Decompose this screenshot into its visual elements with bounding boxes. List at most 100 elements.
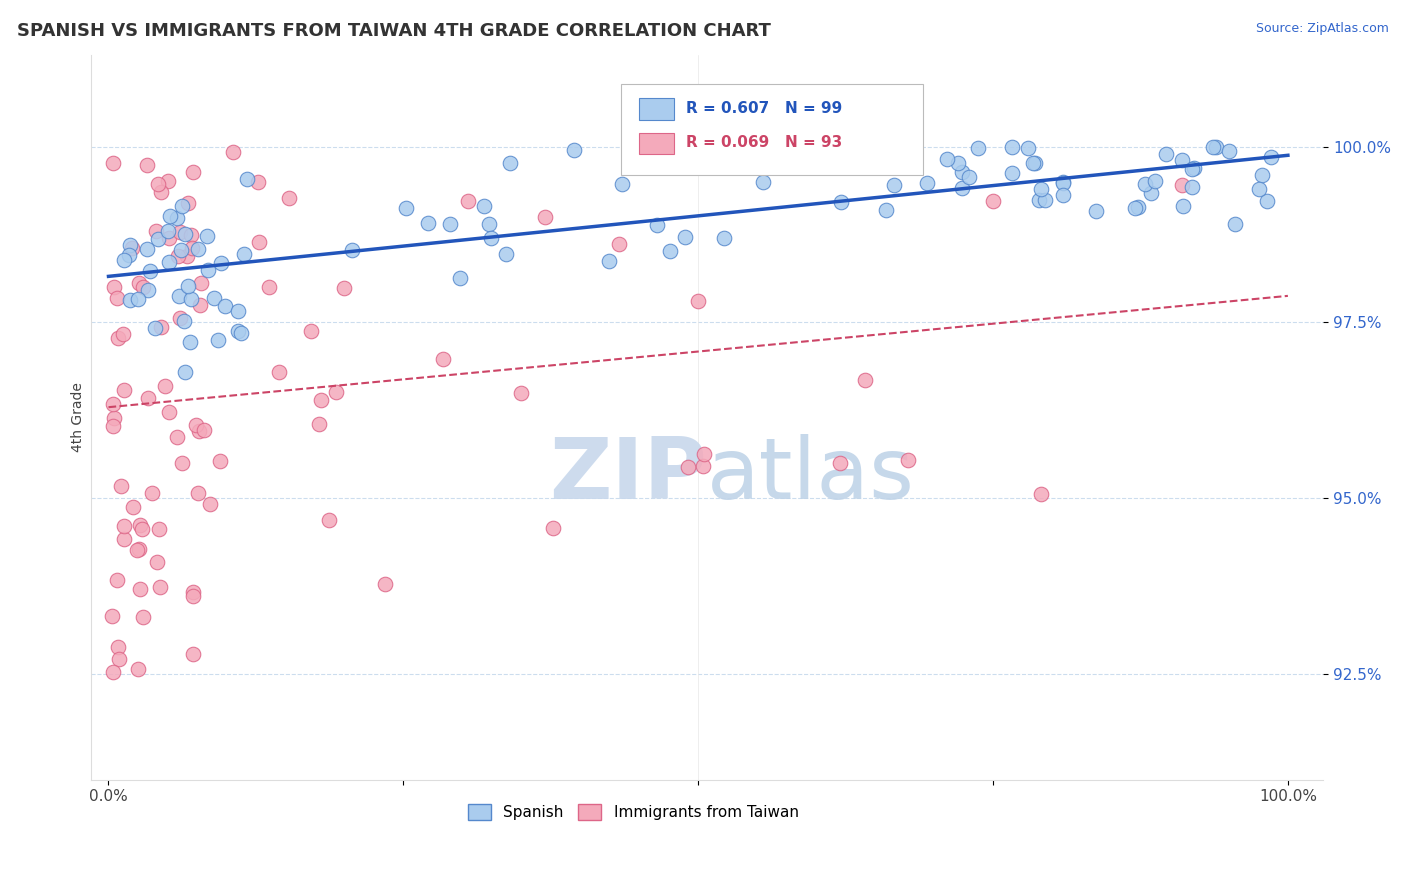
Point bbox=[181, 241, 204, 255]
Point bbox=[1181, 162, 1204, 177]
Text: ZIP: ZIP bbox=[550, 434, 707, 516]
Point bbox=[112, 518, 135, 533]
Point bbox=[167, 289, 190, 303]
Point bbox=[472, 199, 495, 213]
Point bbox=[236, 171, 259, 186]
Point bbox=[136, 391, 159, 405]
Point bbox=[416, 216, 439, 230]
Point bbox=[676, 459, 699, 474]
Point bbox=[1024, 155, 1046, 169]
Point bbox=[169, 225, 191, 239]
Point bbox=[149, 580, 172, 594]
Point bbox=[1017, 140, 1039, 154]
Y-axis label: 4th Grade: 4th Grade bbox=[72, 383, 86, 452]
Point bbox=[1249, 182, 1271, 196]
Point bbox=[1223, 217, 1246, 231]
Point bbox=[156, 224, 179, 238]
Point bbox=[478, 217, 501, 231]
Point bbox=[1128, 200, 1150, 214]
Point bbox=[1218, 144, 1240, 158]
Point bbox=[510, 385, 533, 400]
Point bbox=[325, 385, 347, 400]
Point bbox=[1143, 173, 1166, 187]
Point bbox=[449, 270, 471, 285]
Point bbox=[1033, 193, 1056, 207]
Point bbox=[1028, 193, 1050, 207]
Point bbox=[645, 218, 668, 232]
Point bbox=[1029, 182, 1052, 196]
Point bbox=[181, 647, 204, 661]
Point bbox=[166, 430, 188, 444]
Point bbox=[107, 331, 129, 345]
Point bbox=[630, 149, 652, 163]
Point bbox=[824, 158, 846, 172]
Text: R = 0.069   N = 93: R = 0.069 N = 93 bbox=[686, 136, 842, 150]
Point bbox=[188, 298, 211, 312]
Point bbox=[101, 155, 124, 169]
Point bbox=[1139, 186, 1161, 201]
Point bbox=[950, 181, 973, 195]
Point bbox=[136, 284, 159, 298]
Point bbox=[247, 235, 270, 249]
Point bbox=[198, 497, 221, 511]
Point bbox=[169, 311, 191, 326]
Point bbox=[103, 418, 125, 433]
Point bbox=[562, 143, 585, 157]
Point bbox=[1029, 487, 1052, 501]
Point bbox=[598, 254, 620, 268]
Point bbox=[150, 185, 173, 199]
Point bbox=[118, 247, 141, 261]
FancyBboxPatch shape bbox=[621, 84, 922, 175]
Point bbox=[181, 585, 204, 599]
Point bbox=[183, 590, 205, 604]
Point bbox=[111, 327, 134, 342]
Point bbox=[128, 582, 150, 597]
Point bbox=[129, 517, 152, 532]
Point bbox=[156, 174, 179, 188]
FancyBboxPatch shape bbox=[640, 98, 673, 120]
Legend: Spanish, Immigrants from Taiwan: Spanish, Immigrants from Taiwan bbox=[461, 798, 804, 826]
Point bbox=[208, 454, 231, 468]
Point bbox=[186, 418, 208, 433]
Point bbox=[957, 169, 980, 184]
Point bbox=[1052, 174, 1074, 188]
Point bbox=[150, 320, 173, 334]
Point bbox=[693, 447, 716, 461]
Point bbox=[752, 175, 775, 189]
Point bbox=[333, 281, 356, 295]
Point bbox=[981, 194, 1004, 208]
Point bbox=[108, 652, 131, 666]
Point bbox=[1001, 139, 1024, 153]
Point bbox=[193, 423, 215, 437]
Point bbox=[374, 576, 396, 591]
Point bbox=[190, 277, 212, 291]
Point bbox=[128, 541, 150, 556]
Point bbox=[157, 255, 180, 269]
Point bbox=[229, 326, 252, 340]
Point bbox=[173, 314, 195, 328]
Point bbox=[180, 227, 202, 242]
Point bbox=[170, 456, 193, 470]
Point bbox=[103, 397, 125, 411]
Point bbox=[967, 140, 990, 154]
Point bbox=[915, 176, 938, 190]
Point bbox=[157, 405, 180, 419]
Point bbox=[853, 373, 876, 387]
Point bbox=[1171, 178, 1194, 192]
Point bbox=[148, 522, 170, 536]
Point bbox=[159, 210, 181, 224]
FancyBboxPatch shape bbox=[640, 133, 673, 154]
Point bbox=[207, 334, 229, 348]
Point bbox=[112, 383, 135, 397]
Point bbox=[121, 241, 143, 255]
Point bbox=[174, 365, 197, 379]
Point bbox=[214, 299, 236, 313]
Point bbox=[713, 231, 735, 245]
Point bbox=[232, 247, 254, 261]
Point bbox=[309, 393, 332, 408]
Point bbox=[308, 417, 330, 431]
Point bbox=[612, 178, 634, 192]
Point bbox=[139, 264, 162, 278]
Point bbox=[135, 158, 157, 172]
Point bbox=[172, 199, 194, 213]
